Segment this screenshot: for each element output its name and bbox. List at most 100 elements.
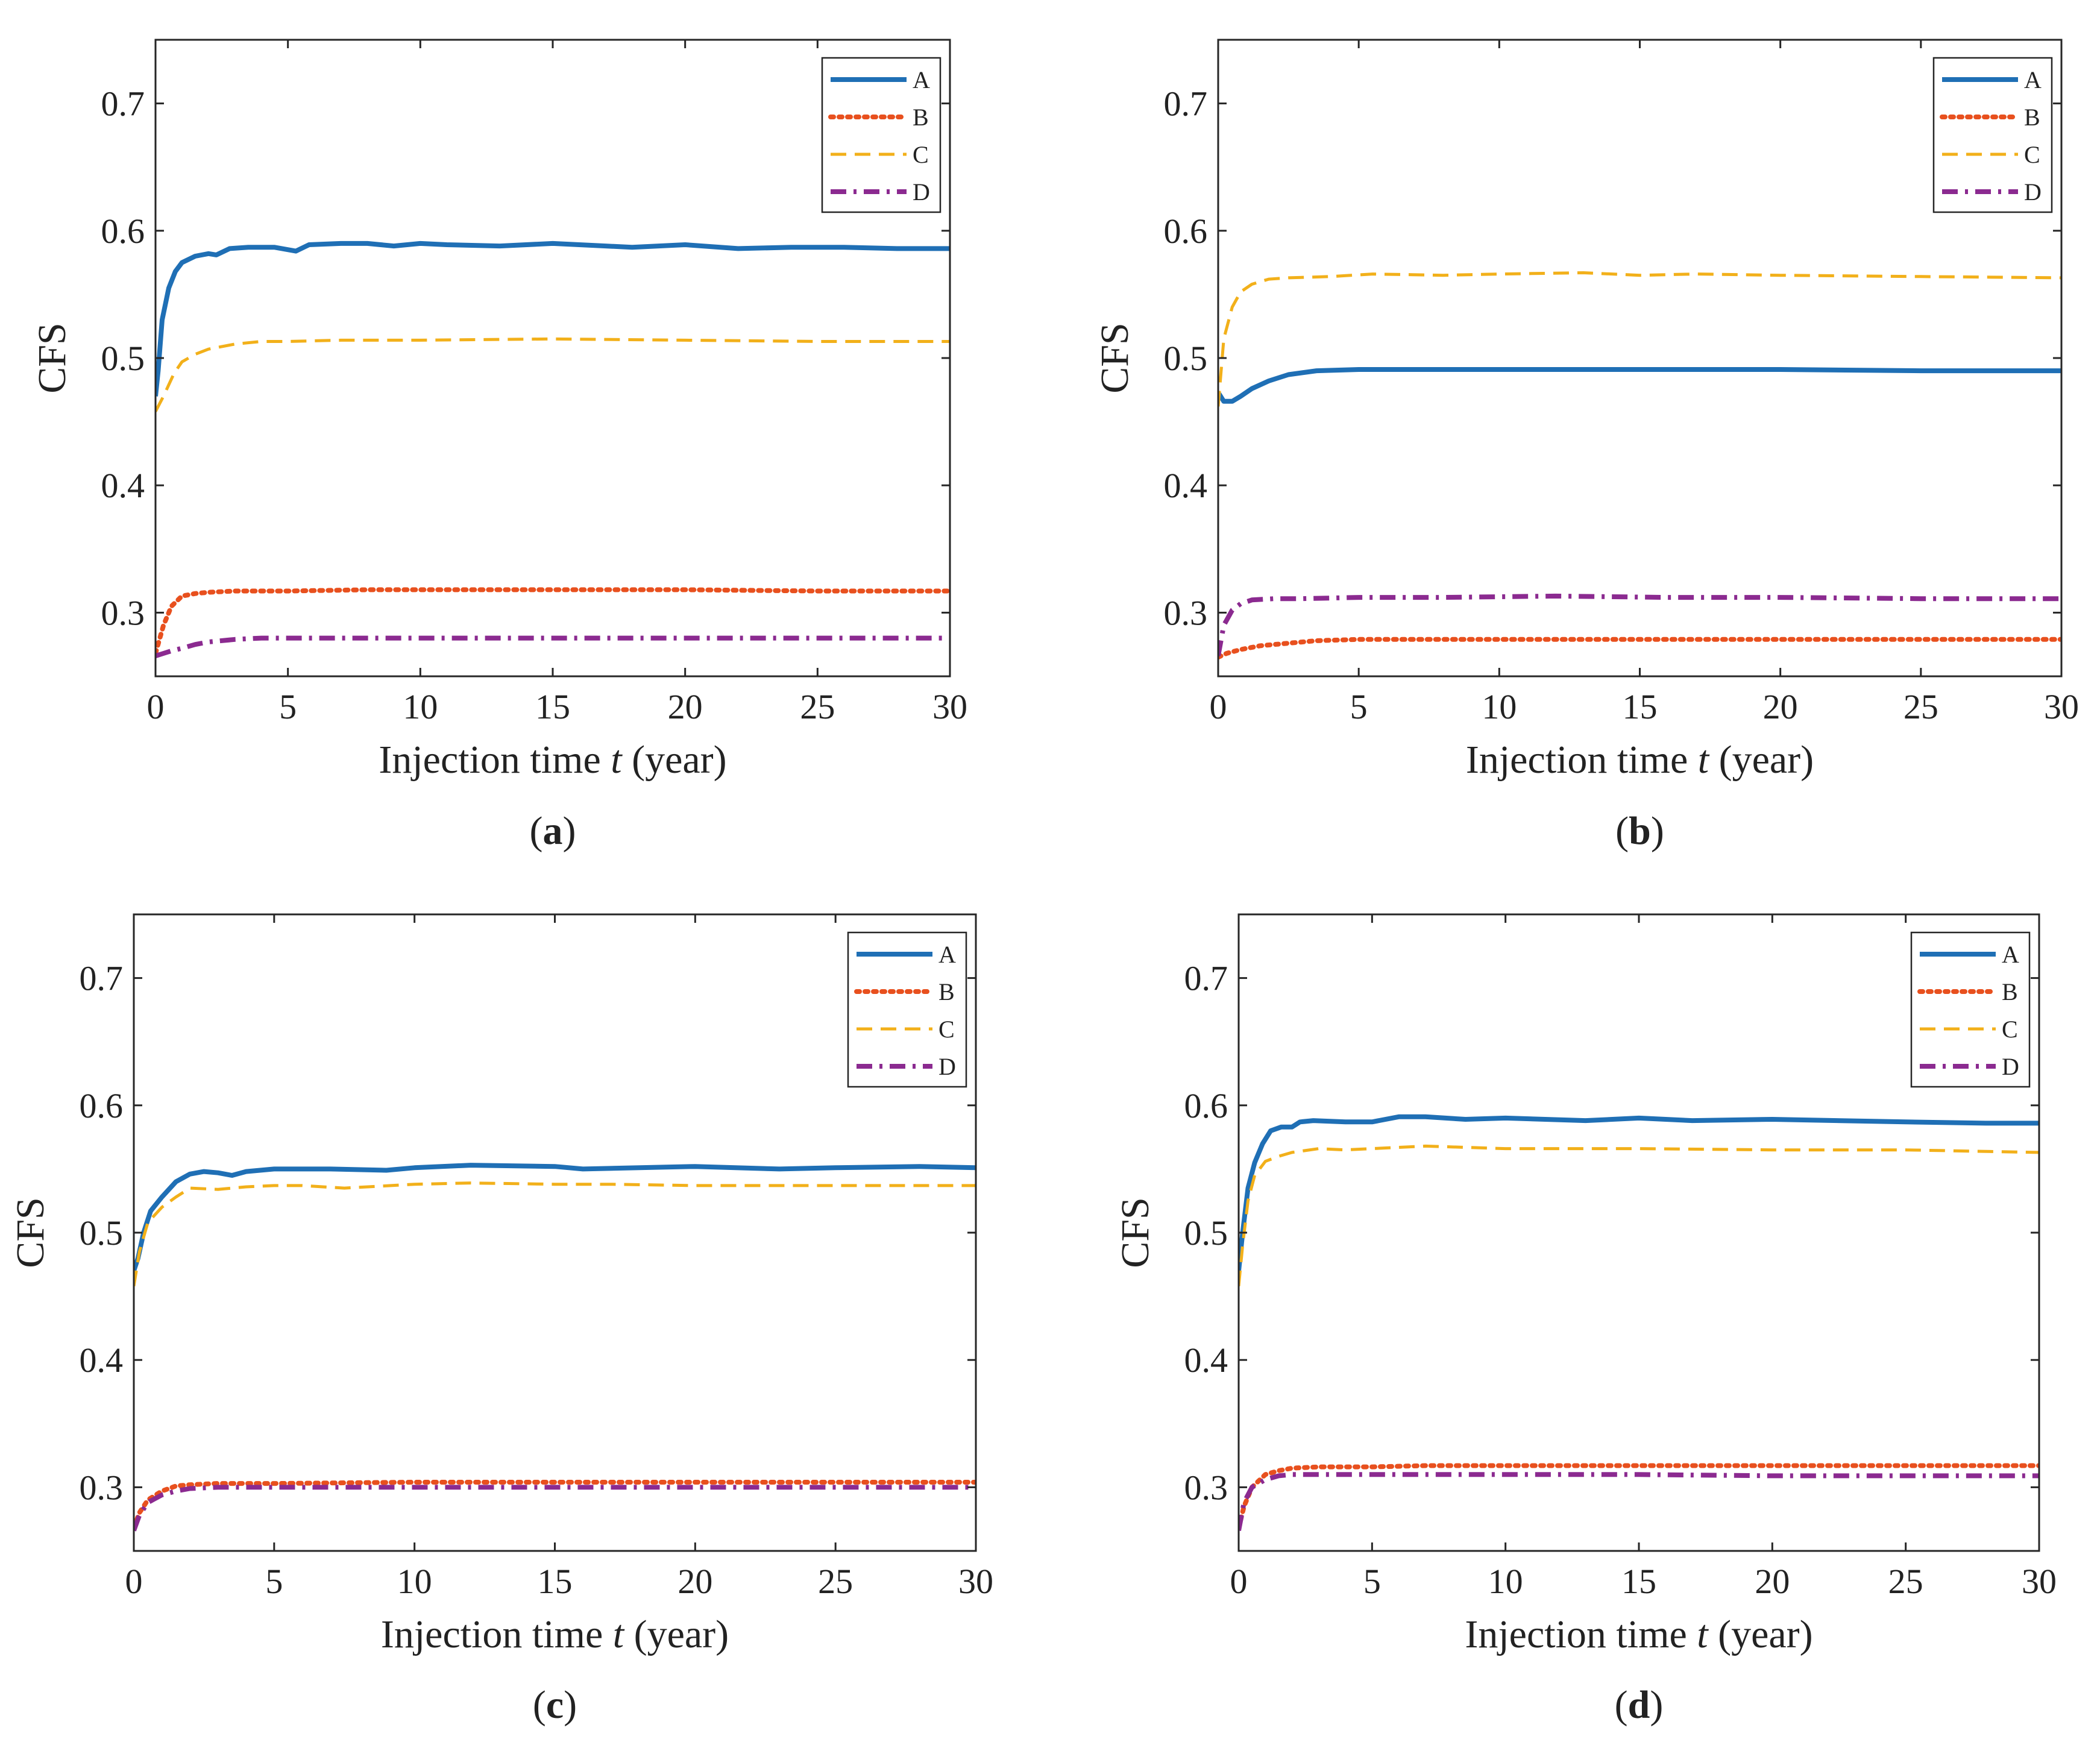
series-line-A [1218, 367, 2061, 404]
legend-box [1910, 931, 2031, 1088]
series-line-A [156, 241, 950, 397]
y-tick-label: 0.4 [1164, 466, 1208, 505]
series-line-C [1239, 1144, 2039, 1286]
series-line-A [1239, 1114, 2039, 1271]
x-tick-label: 30 [932, 687, 967, 726]
plot-area [156, 241, 950, 659]
x-tick-label: 30 [958, 1562, 993, 1601]
x-axis-label: Injection time t (year) [379, 738, 726, 782]
y-tick-label: 0.6 [101, 212, 145, 251]
legend-box [821, 57, 942, 213]
chart-panel-d: 0 5 10 15 20 25 30 0.3 0.4 0.5 0.6 0.7 Injection tim… [1113, 913, 2057, 1727]
x-tick-label: 20 [677, 1562, 712, 1601]
series-line-B [134, 1480, 976, 1530]
y-tick-label: 0.6 [80, 1086, 124, 1125]
series-line-D [156, 635, 950, 659]
legend-label-B: B [938, 978, 955, 1005]
y-axis-label: CFS [30, 322, 74, 393]
y-tick-label: 0.3 [80, 1468, 124, 1507]
x-tick-label: 30 [2044, 687, 2079, 726]
plot-area [1239, 1114, 2039, 1531]
legend-label-C: C [2024, 141, 2040, 168]
legend-label-A: A [913, 66, 930, 93]
y-tick-label: 0.4 [1184, 1341, 1228, 1380]
x-tick-label: 25 [800, 687, 835, 726]
series-line-C [1218, 271, 2061, 407]
plot-area [1218, 271, 2061, 660]
y-tick-label: 0.7 [1164, 84, 1208, 124]
legend-label-A: A [2002, 941, 2019, 968]
panel-label: (a) [530, 809, 576, 853]
legend-label-D: D [913, 178, 930, 206]
x-tick-label: 20 [1755, 1562, 1790, 1601]
series-line-D [134, 1485, 976, 1532]
x-tick-label: 5 [265, 1562, 283, 1601]
legend-label-B: B [2024, 104, 2040, 131]
x-tick-label: 5 [1363, 1562, 1381, 1601]
x-tick-label: 25 [818, 1562, 853, 1601]
x-tick-label: 20 [668, 687, 703, 726]
panel-label: (c) [533, 1683, 577, 1727]
legend-label-C: C [913, 141, 929, 168]
y-tick-label: 0.5 [1184, 1213, 1228, 1253]
x-tick-label: 25 [1904, 687, 1938, 726]
y-tick-label: 0.5 [80, 1213, 124, 1253]
x-tick-label: 10 [403, 687, 438, 726]
x-axis-label: Injection time t (year) [1465, 1612, 1812, 1656]
y-axis-label: CFS [8, 1197, 52, 1268]
legend-box [1932, 57, 2053, 213]
chart-panel-b: 0 5 10 15 20 25 30 0.3 0.4 0.5 0.6 0.7 Injection tim… [1093, 39, 2079, 853]
x-tick-label: 15 [538, 1562, 573, 1601]
series-line-B [156, 587, 950, 656]
y-tick-label: 0.6 [1184, 1086, 1228, 1125]
x-tick-label: 10 [397, 1562, 432, 1601]
legend-label-C: C [2002, 1016, 2018, 1043]
y-tick-label: 0.6 [1164, 212, 1208, 251]
series-line-A [134, 1163, 976, 1272]
legend-label-D: D [2024, 178, 2042, 206]
x-tick-label: 15 [1623, 687, 1658, 726]
x-tick-label: 0 [1210, 687, 1227, 726]
y-tick-label: 0.7 [101, 84, 145, 124]
x-tick-label: 30 [2022, 1562, 2057, 1601]
x-tick-label: 5 [279, 687, 297, 726]
x-tick-label: 5 [1350, 687, 1368, 726]
chart-panel-a: 0 5 10 15 20 25 30 0.3 0.4 0.5 0.6 0.7 Injection tim… [30, 39, 967, 853]
y-axis-label: CFS [1113, 1197, 1157, 1268]
legend-label-A: A [2024, 66, 2042, 93]
x-axis-label: Injection time t (year) [381, 1612, 729, 1656]
chart-panel-c: 0 5 10 15 20 25 30 0.3 0.4 0.5 0.6 0.7 Injection tim… [8, 913, 993, 1727]
series-line-D [1239, 1472, 2039, 1531]
x-tick-label: 20 [1763, 687, 1798, 726]
x-tick-label: 0 [125, 1562, 143, 1601]
panel-label: (b) [1615, 809, 1664, 853]
legend-label-A: A [938, 941, 956, 968]
x-tick-label: 25 [1888, 1562, 1923, 1601]
plot-area [134, 1163, 976, 1532]
legend-label-B: B [913, 104, 929, 131]
series-line-C [134, 1181, 976, 1287]
x-tick-label: 0 [147, 687, 165, 726]
x-tick-label: 10 [1482, 687, 1517, 726]
x-axis-label: Injection time t (year) [1466, 738, 1814, 782]
legend-label-D: D [2002, 1053, 2019, 1080]
x-tick-label: 15 [535, 687, 570, 726]
y-tick-label: 0.3 [1164, 593, 1208, 632]
x-tick-label: 10 [1488, 1562, 1523, 1601]
y-tick-label: 0.4 [80, 1341, 124, 1380]
legend-label-C: C [938, 1016, 955, 1043]
legend-label-D: D [938, 1053, 956, 1080]
y-axis-label: CFS [1093, 322, 1137, 393]
series-line-B [1218, 637, 2061, 660]
y-tick-label: 0.3 [1184, 1468, 1228, 1507]
y-tick-label: 0.7 [1184, 959, 1228, 998]
y-tick-label: 0.5 [1164, 339, 1208, 378]
x-tick-label: 15 [1621, 1562, 1656, 1601]
y-tick-label: 0.3 [101, 593, 145, 632]
legend-label-B: B [2002, 978, 2018, 1005]
y-tick-label: 0.7 [80, 959, 124, 998]
